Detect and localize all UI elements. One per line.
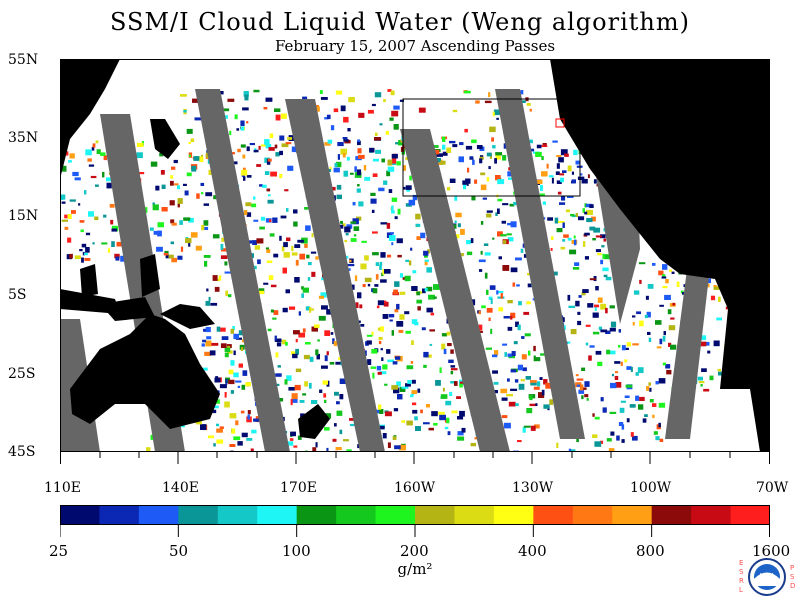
colorbar-swatch [375, 505, 416, 525]
lon-label-110e: 110E [44, 480, 81, 496]
colorbar-swatch [257, 505, 298, 525]
lon-label-100w: 100W [630, 480, 672, 496]
lat-label-15n: 15N [8, 208, 39, 224]
lon-label-130w: 130W [512, 480, 554, 496]
map-title: SSM/I Cloud Liquid Water (Weng algorithm… [109, 8, 690, 36]
colorbar [60, 505, 770, 537]
svg-text:R: R [739, 577, 744, 585]
marker-box [555, 118, 565, 128]
colorbar-swatch [138, 505, 179, 525]
lat-label-45s: 45S [8, 444, 36, 460]
colorbar-units: g/m² [397, 560, 433, 578]
svg-text:D: D [790, 582, 795, 590]
svg-text:S: S [739, 568, 744, 576]
lat-label-35n: 35N [8, 130, 39, 146]
lon-label-160w: 160W [394, 480, 436, 496]
svg-text:E: E [739, 559, 743, 567]
colorbar-swatch [178, 505, 219, 525]
colorbar-tick: 25 [49, 542, 69, 560]
colorbar-tick: 400 [518, 542, 547, 560]
colorbar-swatch [336, 505, 377, 525]
colorbar-swatch [533, 505, 574, 525]
map-subtitle: February 15, 2007 Ascending Passes [274, 37, 556, 55]
svg-text:P: P [790, 564, 794, 572]
colorbar-swatch [691, 505, 732, 525]
lon-label-70w: 70W [756, 480, 789, 496]
colorbar-tick: 50 [169, 542, 189, 560]
colorbar-swatch [217, 505, 258, 525]
colorbar-swatch [572, 505, 613, 525]
lon-label-170e: 170E [280, 480, 317, 496]
colorbar-swatch [651, 505, 692, 525]
colorbar-swatch [454, 505, 495, 525]
colorbar-swatch [493, 505, 534, 525]
colorbar-swatch [730, 505, 770, 525]
colorbar-tick: 800 [636, 542, 665, 560]
colorbar-swatch [415, 505, 455, 525]
svg-text:L: L [739, 586, 743, 594]
cloud-water-map [60, 59, 770, 452]
lat-label-5s: 5S [8, 287, 27, 303]
lon-label-140e: 140E [162, 480, 199, 496]
lon-ticks [60, 452, 770, 464]
lat-label-55n: 55N [8, 52, 39, 68]
colorbar-tick: 200 [400, 542, 429, 560]
colorbar-swatch [612, 505, 653, 525]
land [60, 59, 770, 452]
colorbar-swatch [296, 505, 337, 525]
colorbar-swatch [60, 505, 100, 525]
colorbar-swatch [99, 505, 140, 525]
svg-text:NOAA: NOAA [760, 573, 775, 579]
region-box [402, 98, 581, 197]
colorbar-tick: 1600 [752, 542, 791, 560]
lat-label-25s: 25S [8, 366, 36, 382]
colorbar-tick: 100 [282, 542, 311, 560]
svg-text:S: S [790, 573, 795, 581]
